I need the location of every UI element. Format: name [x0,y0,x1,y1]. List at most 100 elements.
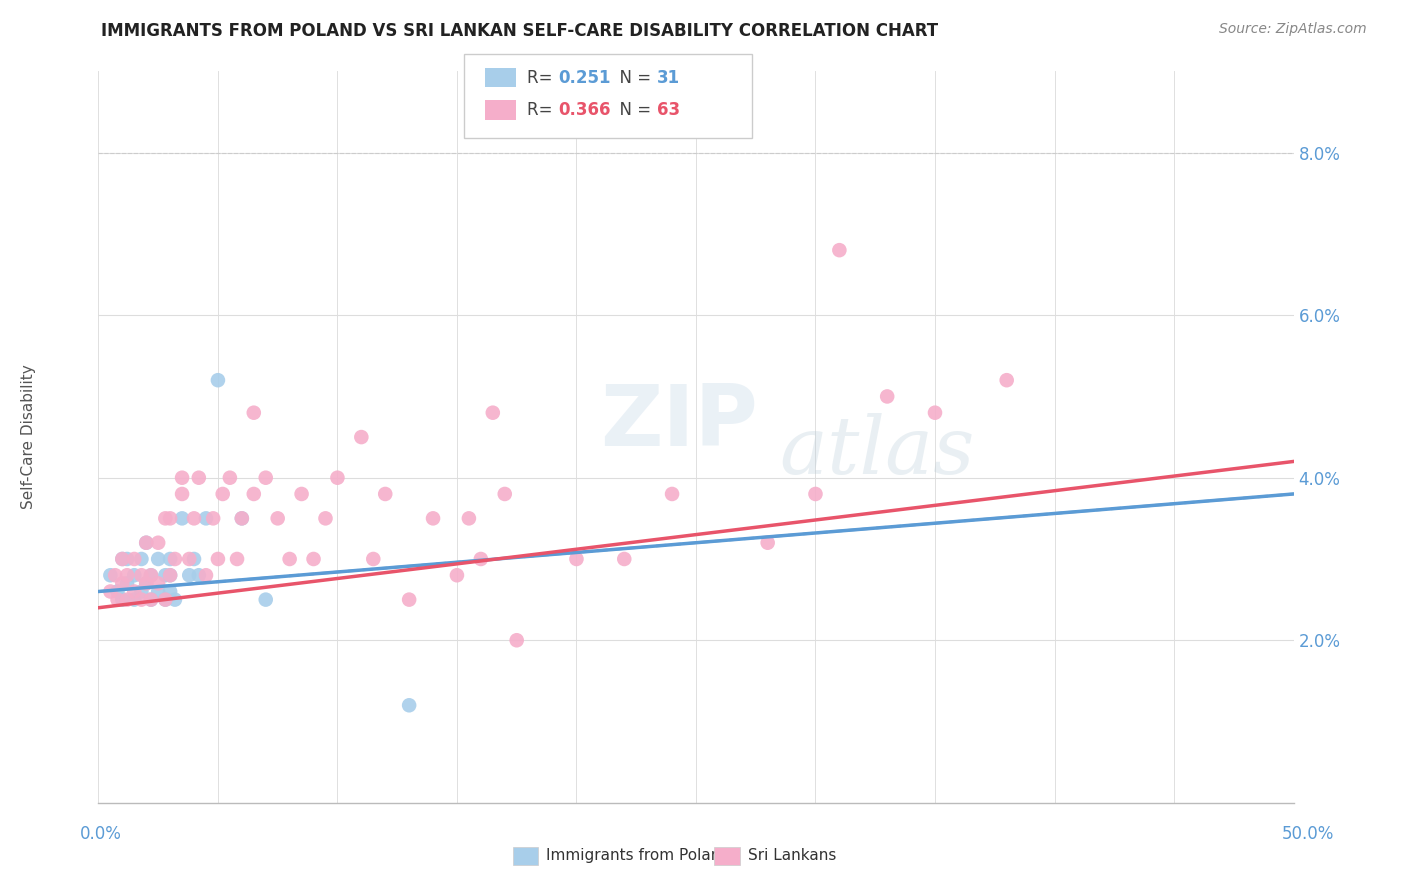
Point [159,584,181,599]
Point [302,552,325,566]
Point [661,487,683,501]
Point [111,576,134,591]
Text: R=: R= [527,101,558,119]
Point [231,511,253,525]
Text: Sri Lankans: Sri Lankans [748,848,837,863]
Point [135,535,157,549]
Point [211,487,233,501]
Point [163,592,186,607]
Point [135,576,157,591]
Point [107,592,129,607]
Point [155,592,177,607]
Point [363,552,385,566]
Text: N =: N = [609,69,657,87]
Point [398,698,420,713]
Point [148,584,170,599]
Point [111,552,134,566]
Text: 0.251: 0.251 [558,69,610,87]
Point [107,584,129,599]
Point [506,633,529,648]
Point [139,592,162,607]
Point [470,552,492,566]
Point [124,568,146,582]
Point [422,511,444,525]
Point [183,511,205,525]
Point [155,568,177,582]
Point [494,487,516,501]
Point [131,568,153,582]
Point [243,406,266,420]
Point [115,576,138,591]
Point [172,511,194,525]
Point [148,535,170,549]
Point [828,243,851,257]
Point [278,552,301,566]
Point [148,552,170,566]
Point [398,592,420,607]
Point [613,552,636,566]
Point [804,487,827,501]
Text: Self-Care Disability: Self-Care Disability [21,365,35,509]
Point [194,511,217,525]
Point [179,552,201,566]
Text: 50.0%: 50.0% [1281,825,1334,843]
Text: ZIP: ZIP [600,381,758,464]
Point [207,373,229,387]
Point [202,511,225,525]
Point [458,511,481,525]
Text: IMMIGRANTS FROM POLAND VS SRI LANKAN SELF-CARE DISABILITY CORRELATION CHART: IMMIGRANTS FROM POLAND VS SRI LANKAN SEL… [101,22,938,40]
Point [155,592,177,607]
Text: R=: R= [527,69,558,87]
Point [183,552,205,566]
Point [876,389,898,403]
Point [267,511,290,525]
Point [159,568,181,582]
Point [111,552,134,566]
Point [115,552,138,566]
Point [124,552,146,566]
Point [187,568,209,582]
Point [111,592,134,607]
Point [231,511,253,525]
Point [226,552,249,566]
Point [135,576,157,591]
Point [98,568,122,582]
Point [148,576,170,591]
Point [374,487,396,501]
Text: 0.366: 0.366 [558,101,610,119]
Point [172,471,194,485]
Point [172,487,194,501]
Text: 31: 31 [657,69,679,87]
Point [139,568,162,582]
Text: 0.0%: 0.0% [80,825,122,843]
Point [124,584,146,599]
Point [98,584,122,599]
Point [254,471,277,485]
Point [924,406,946,420]
Text: Immigrants from Poland: Immigrants from Poland [546,848,730,863]
Text: N =: N = [609,101,657,119]
Point [139,592,162,607]
Point [179,568,201,582]
Point [207,552,229,566]
Point [131,552,153,566]
Point [124,592,146,607]
Point [163,552,186,566]
Point [155,511,177,525]
Point [565,552,588,566]
Point [315,511,337,525]
Text: atlas: atlas [779,413,974,491]
Point [159,552,181,566]
Point [219,471,242,485]
Point [254,592,277,607]
Point [159,511,181,525]
Point [104,568,127,582]
Point [115,568,138,582]
Point [290,487,312,501]
Point [187,471,209,485]
Point [194,568,217,582]
Point [131,592,153,607]
Point [139,568,162,582]
Point [350,430,373,444]
Point [756,535,779,549]
